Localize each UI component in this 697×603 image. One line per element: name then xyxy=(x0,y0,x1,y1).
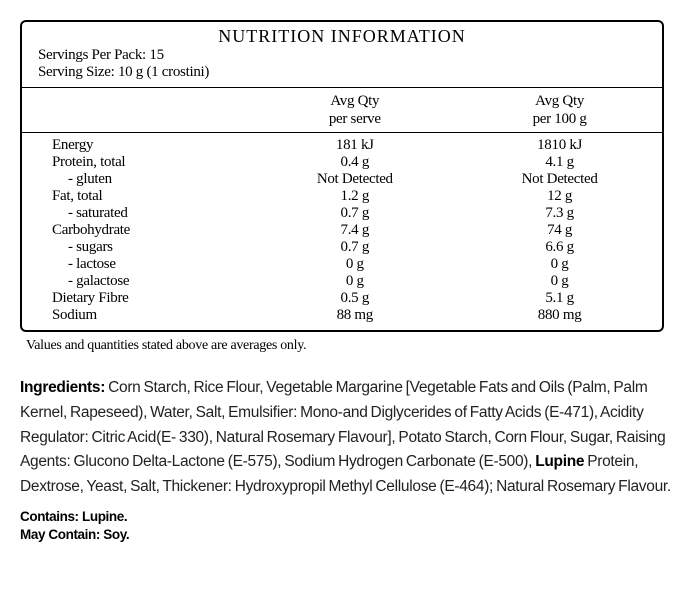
cell-name: Fat, total xyxy=(22,188,252,205)
cell-serve: 7.4 g xyxy=(252,222,457,239)
cell-name: - gluten xyxy=(22,171,252,188)
cell-per100: 1810 kJ xyxy=(457,133,662,155)
cell-serve: 0.5 g xyxy=(252,290,457,307)
table-header-row: Avg Qty per serve Avg Qty per 100 g xyxy=(22,88,662,133)
col-head-name xyxy=(22,88,252,133)
cell-per100: Not Detected xyxy=(457,171,662,188)
cell-per100: 12 g xyxy=(457,188,662,205)
cell-per100: 74 g xyxy=(457,222,662,239)
ingredients-label: Ingredients: xyxy=(20,379,108,396)
table-row: - sugars0.7 g6.6 g xyxy=(22,239,662,256)
panel-header: NUTRITION INFORMATION Servings Per Pack:… xyxy=(22,22,662,87)
cell-name: Carbohydrate xyxy=(22,222,252,239)
table-row: - saturated0.7 g7.3 g xyxy=(22,205,662,222)
nutrition-table-body: Energy181 kJ1810 kJProtein, total0.4 g4.… xyxy=(22,133,662,331)
averages-note: Values and quantities stated above are a… xyxy=(26,338,677,354)
nutrition-table: Avg Qty per serve Avg Qty per 100 g Ener… xyxy=(22,87,662,330)
cell-serve: 0.7 g xyxy=(252,205,457,222)
col-head-serve-line1: Avg Qty xyxy=(330,93,379,109)
contains-line: Contains: Lupine. xyxy=(20,508,677,526)
cell-per100: 5.1 g xyxy=(457,290,662,307)
table-row: Energy181 kJ1810 kJ xyxy=(22,133,662,155)
col-head-100-line1: Avg Qty xyxy=(535,93,584,109)
cell-per100: 6.6 g xyxy=(457,239,662,256)
cell-name: - sugars xyxy=(22,239,252,256)
may-contain-line: May Contain: Soy. xyxy=(20,526,677,544)
table-row: Sodium88 mg880 mg xyxy=(22,307,662,330)
col-head-100: Avg Qty per 100 g xyxy=(457,88,662,133)
cell-name: Dietary Fibre xyxy=(22,290,252,307)
cell-name: Sodium xyxy=(22,307,252,330)
cell-per100: 0 g xyxy=(457,273,662,290)
cell-name: - lactose xyxy=(22,256,252,273)
col-head-serve: Avg Qty per serve xyxy=(252,88,457,133)
cell-name: - saturated xyxy=(22,205,252,222)
table-row: Dietary Fibre0.5 g5.1 g xyxy=(22,290,662,307)
cell-per100: 880 mg xyxy=(457,307,662,330)
table-row: Carbohydrate7.4 g74 g xyxy=(22,222,662,239)
cell-serve: Not Detected xyxy=(252,171,457,188)
serving-size: Serving Size: 10 g (1 crostini) xyxy=(38,64,646,81)
cell-serve: 1.2 g xyxy=(252,188,457,205)
ingredients-paragraph: Ingredients: Corn Starch, Rice Flour, Ve… xyxy=(20,376,677,500)
cell-per100: 0 g xyxy=(457,256,662,273)
col-head-serve-line2: per serve xyxy=(329,111,381,127)
cell-serve: 0 g xyxy=(252,273,457,290)
table-row: - galactose0 g0 g xyxy=(22,273,662,290)
cell-serve: 0 g xyxy=(252,256,457,273)
panel-title: NUTRITION INFORMATION xyxy=(38,26,646,47)
table-row: Protein, total0.4 g4.1 g xyxy=(22,154,662,171)
cell-name: Protein, total xyxy=(22,154,252,171)
cell-serve: 0.7 g xyxy=(252,239,457,256)
servings-per-pack: Servings Per Pack: 15 xyxy=(38,47,646,64)
cell-name: Energy xyxy=(22,133,252,155)
nutrition-panel: NUTRITION INFORMATION Servings Per Pack:… xyxy=(20,20,664,332)
ingredients-lupine-bold: Lupine xyxy=(535,453,584,470)
table-row: - glutenNot DetectedNot Detected xyxy=(22,171,662,188)
cell-serve: 88 mg xyxy=(252,307,457,330)
cell-serve: 0.4 g xyxy=(252,154,457,171)
table-row: - lactose0 g0 g xyxy=(22,256,662,273)
cell-per100: 4.1 g xyxy=(457,154,662,171)
table-row: Fat, total1.2 g12 g xyxy=(22,188,662,205)
cell-per100: 7.3 g xyxy=(457,205,662,222)
cell-serve: 181 kJ xyxy=(252,133,457,155)
col-head-100-line2: per 100 g xyxy=(533,111,587,127)
cell-name: - galactose xyxy=(22,273,252,290)
